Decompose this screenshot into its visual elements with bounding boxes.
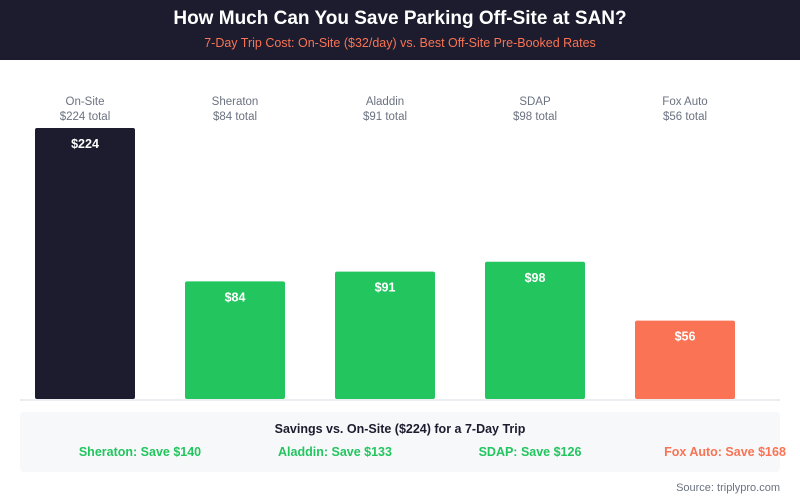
category-total: $98 total xyxy=(513,111,557,123)
category-label: Sheraton xyxy=(212,96,259,108)
savings-title: Savings vs. On-Site ($224) for a 7-Day T… xyxy=(274,422,526,436)
data-label: $56 xyxy=(675,330,696,344)
bar-sheraton xyxy=(185,281,285,399)
bar-sdap xyxy=(485,261,585,399)
header: How Much Can You Save Parking Off-Site a… xyxy=(0,0,800,60)
savings-panel: Savings vs. On-Site ($224) for a 7-Day T… xyxy=(20,412,786,472)
category-total: $84 total xyxy=(213,111,257,123)
bar-aladdin xyxy=(335,271,435,399)
data-label: $84 xyxy=(225,290,246,304)
chart-subtitle: 7-Day Trip Cost: On-Site ($32/day) vs. B… xyxy=(204,36,596,50)
bar-on-site xyxy=(35,128,135,399)
savings-item-sheraton: Sheraton: Save $140 xyxy=(78,445,202,459)
category-label: SDAP xyxy=(519,96,551,108)
bar-chart: $224 On-Site $224 total $84 Sheraton $84 tota… xyxy=(20,96,780,401)
category-total: $91 total xyxy=(363,111,407,123)
source-note: Source: triplypro.com xyxy=(676,482,780,494)
data-label: $98 xyxy=(525,271,546,285)
chart-title: How Much Can You Save Parking Off-Site a… xyxy=(173,8,627,29)
category-label: Fox Auto xyxy=(662,96,707,108)
savings-item-aladdin: Aladdin: Save $133 xyxy=(278,445,392,459)
category-total: $56 total xyxy=(663,111,707,123)
data-label: $91 xyxy=(375,281,396,295)
category-total: $224 total xyxy=(60,111,111,123)
category-label: Aladdin xyxy=(366,96,404,108)
savings-item-fox-auto: Fox Auto: Save $168 xyxy=(664,445,786,459)
savings-item-sdap: SDAP: Save $126 xyxy=(478,445,582,459)
category-label: On-Site xyxy=(66,96,105,108)
data-label: $224 xyxy=(71,137,99,151)
bar-fox-auto xyxy=(635,320,735,399)
